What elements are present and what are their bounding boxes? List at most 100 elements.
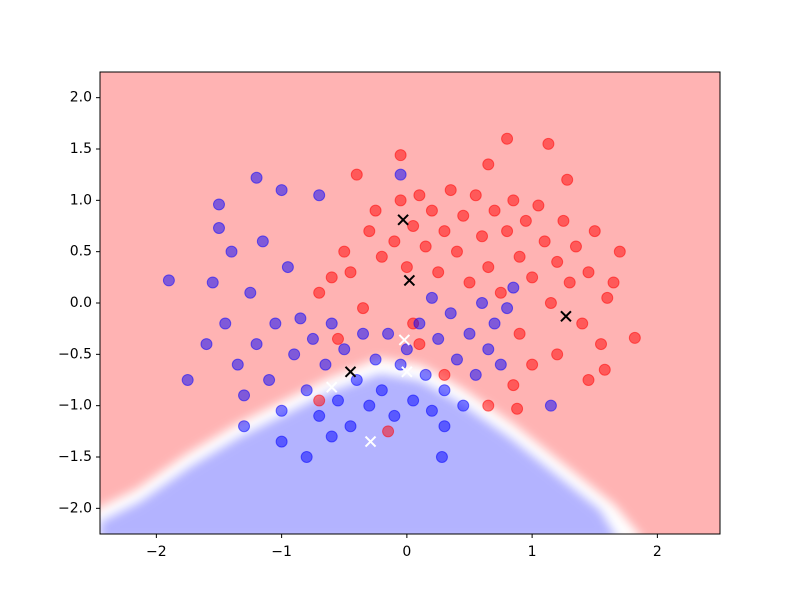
point — [551, 255, 564, 268]
point — [532, 199, 545, 212]
point — [511, 402, 524, 415]
y-tick-label: −0.5 — [58, 346, 92, 362]
point — [331, 394, 344, 407]
point — [306, 332, 319, 345]
point — [212, 198, 225, 211]
point — [313, 189, 326, 202]
point — [582, 266, 595, 279]
point — [469, 368, 482, 381]
point — [513, 250, 526, 263]
point — [288, 348, 301, 361]
point — [344, 266, 357, 279]
point — [212, 222, 225, 235]
point — [526, 358, 539, 371]
point — [388, 409, 401, 422]
point — [501, 302, 514, 315]
point — [444, 307, 457, 320]
point — [331, 332, 344, 345]
point — [263, 374, 276, 386]
point — [382, 327, 395, 340]
point — [435, 451, 448, 463]
point — [569, 240, 582, 253]
point — [425, 291, 438, 304]
point — [501, 225, 514, 238]
center-marker — [364, 435, 377, 448]
y-tick-label: −1.5 — [58, 449, 92, 465]
center-marker — [326, 381, 338, 393]
point — [363, 225, 376, 238]
point — [598, 363, 611, 376]
point — [488, 204, 501, 217]
center-marker — [398, 334, 411, 346]
point — [350, 168, 363, 181]
center-marker — [403, 274, 416, 287]
y-tick-label: 1.0 — [70, 192, 92, 208]
point — [300, 451, 313, 463]
point — [238, 389, 251, 402]
point — [375, 250, 388, 263]
x-tick-label: −1 — [271, 544, 292, 560]
point — [425, 404, 438, 417]
point — [225, 245, 238, 258]
point — [501, 132, 514, 145]
point — [413, 317, 426, 330]
y-tick-label: 1.5 — [70, 141, 92, 157]
point — [219, 317, 232, 330]
point — [394, 194, 407, 207]
point — [463, 276, 476, 289]
marks — [162, 132, 641, 463]
point — [338, 245, 351, 258]
point — [538, 235, 551, 248]
x-tick-label: −2 — [146, 544, 167, 560]
point — [450, 353, 463, 366]
point — [300, 384, 313, 397]
point — [607, 276, 620, 289]
point — [250, 338, 263, 351]
point — [313, 409, 326, 422]
point — [494, 358, 507, 371]
point — [413, 338, 426, 351]
center-marker — [344, 366, 357, 378]
point — [507, 379, 520, 392]
point — [350, 374, 363, 386]
point — [407, 220, 420, 232]
point — [313, 394, 326, 407]
point — [438, 368, 451, 381]
point — [256, 235, 269, 248]
point — [551, 348, 564, 361]
point — [281, 261, 294, 274]
point — [482, 343, 495, 356]
point — [369, 204, 382, 217]
point — [476, 297, 489, 309]
point — [438, 420, 451, 433]
point — [244, 286, 257, 299]
point — [457, 399, 470, 412]
point — [488, 317, 501, 330]
point — [425, 204, 438, 217]
point — [519, 214, 532, 227]
point — [438, 225, 451, 238]
point — [407, 394, 420, 407]
point — [375, 384, 388, 397]
point — [275, 404, 288, 417]
point — [526, 271, 539, 284]
point — [294, 312, 307, 325]
point — [325, 317, 338, 330]
point — [432, 266, 445, 279]
y-tick-label: 0.0 — [70, 295, 92, 311]
point — [507, 194, 520, 207]
point — [413, 189, 426, 202]
point — [388, 235, 401, 248]
point — [206, 276, 219, 289]
point — [338, 343, 351, 356]
point — [601, 291, 614, 304]
point — [482, 399, 495, 412]
point — [595, 338, 608, 351]
point — [325, 430, 338, 443]
point — [319, 358, 332, 371]
point — [576, 317, 589, 330]
point — [542, 137, 555, 150]
point — [613, 245, 626, 258]
point — [344, 420, 357, 433]
point — [513, 327, 526, 340]
